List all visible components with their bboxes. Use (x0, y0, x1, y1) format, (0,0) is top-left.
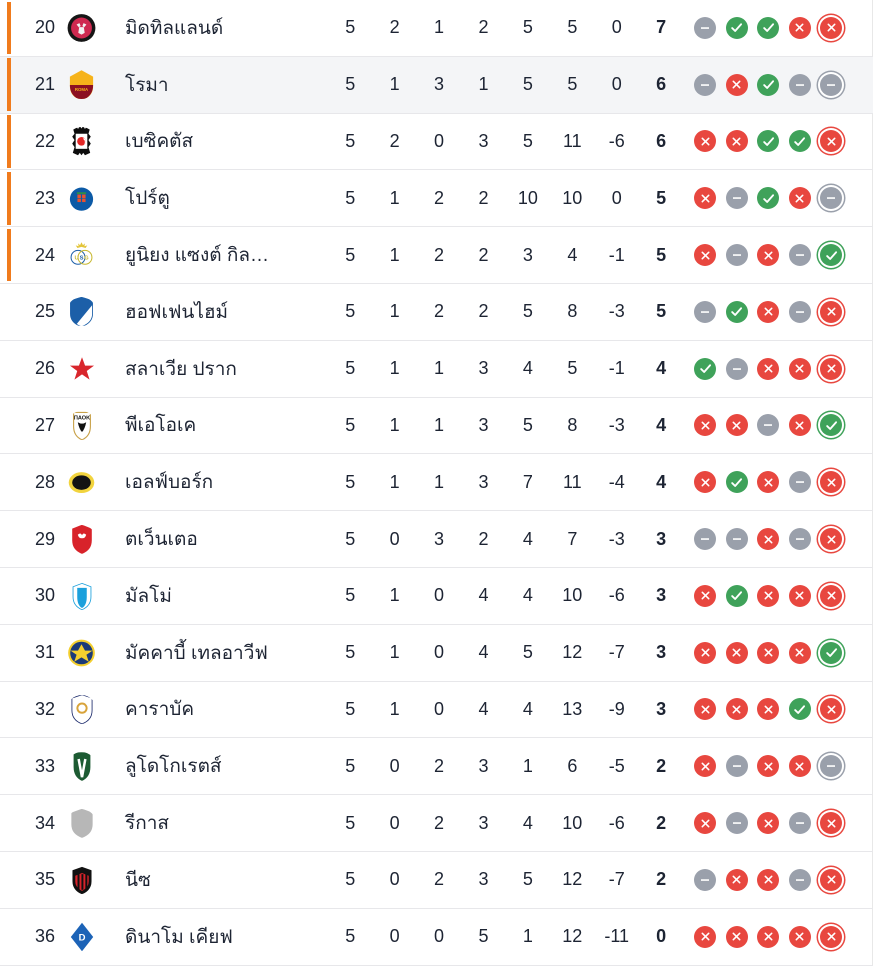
svg-text:ΠΑΟΚ: ΠΑΟΚ (73, 416, 89, 422)
svg-text:ROMA: ROMA (75, 86, 89, 91)
svg-text:S: S (80, 256, 84, 262)
svg-text:D: D (78, 932, 85, 943)
svg-text:U: U (74, 256, 78, 262)
svg-text:G: G (84, 256, 89, 262)
